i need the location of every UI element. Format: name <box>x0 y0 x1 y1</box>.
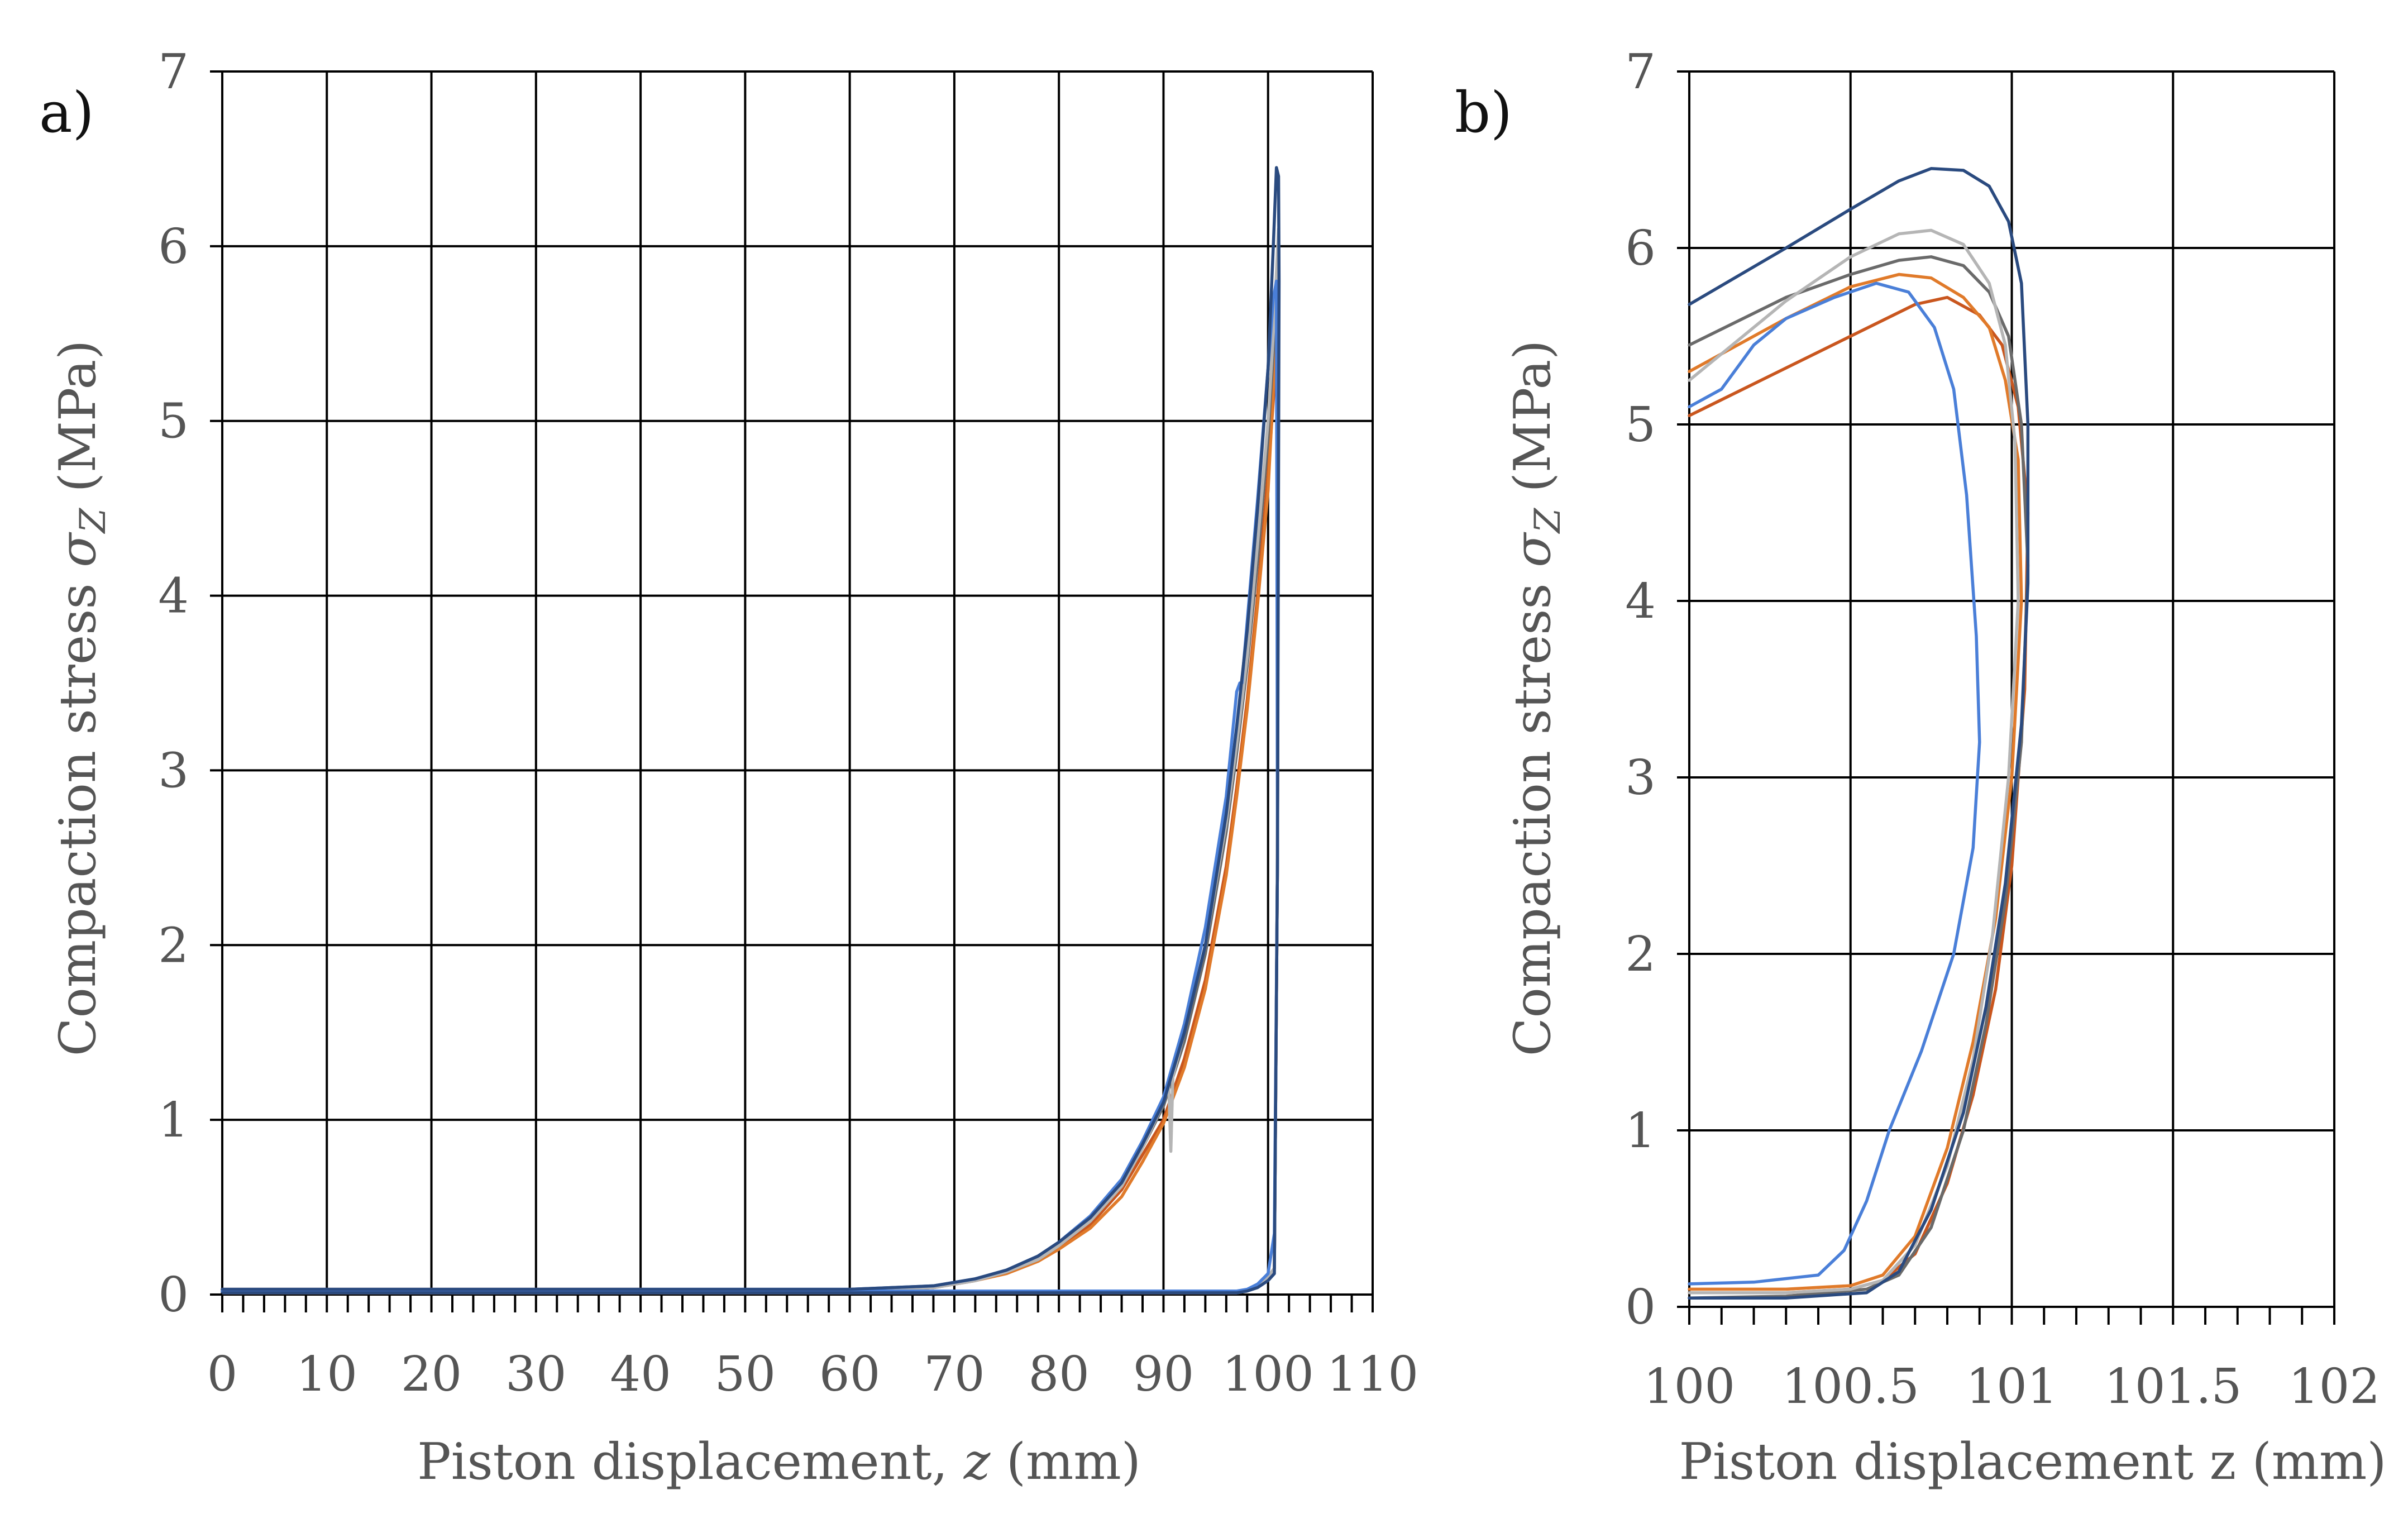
chart-b-y-tick-label-5: 5 <box>1625 397 1656 453</box>
chart-b-x-tick-label-0: 100 <box>1643 1359 1735 1415</box>
chart-b-y-tick-label-2: 2 <box>1625 927 1656 982</box>
chart-a-x-tick-label-0: 0 <box>207 1346 238 1402</box>
chart-b-x-tick-label-4: 102 <box>2288 1359 2380 1415</box>
chart-b-x-tick-label-2: 101 <box>1966 1359 2057 1415</box>
chart-b-series-test-2 <box>1688 273 2023 1291</box>
chart-b-x-tick-label-1: 100.5 <box>1782 1359 1919 1415</box>
chart-a-y-tick-label-6: 6 <box>158 219 189 275</box>
chart-a-x-axis-title: Piston displacement, z (mm) <box>417 1432 1141 1491</box>
chart-a-y-tick-label-3: 3 <box>158 743 189 799</box>
panel-label-a: a) <box>39 80 94 145</box>
chart-b-y-tick-label-6: 6 <box>1625 221 1656 276</box>
chart-b-series-test-6 <box>1688 167 2030 1300</box>
chart-b-series-test-5 <box>1688 281 1981 1286</box>
chart-b-ticks: 0 1 2 3 4 5 6 7 100 100.5 101 101.5 102 <box>1625 44 2380 1415</box>
chart-a-x-tick-label-1: 10 <box>297 1346 357 1402</box>
chart-a-x-tick-label-3: 30 <box>505 1346 566 1402</box>
chart-b-x-tick-label-3: 101.5 <box>2104 1359 2242 1415</box>
chart-a-y-tick-label-1: 1 <box>158 1092 189 1148</box>
chart-a-x-tick-label-6: 60 <box>819 1346 880 1402</box>
chart-a-grid <box>221 70 1374 1296</box>
chart-a-x-tick-label-8: 80 <box>1028 1346 1089 1402</box>
chart-b-series <box>1688 167 2030 1300</box>
chart-a-y-tick-label-2: 2 <box>158 918 189 973</box>
chart-a-x-tick-label-11: 110 <box>1327 1346 1418 1402</box>
chart-b-y-tick-label-3: 3 <box>1625 750 1656 806</box>
chart-a-y-tick-label-0: 0 <box>158 1267 189 1323</box>
chart-a-y-tick-label-5: 5 <box>158 394 189 450</box>
chart-b-y-tick-label-4: 4 <box>1625 574 1656 629</box>
chart-a-x-tick-label-4: 40 <box>610 1346 671 1402</box>
chart-b: b) 0 1 2 3 4 5 6 7 100 100.5 101 101.5 102 Piston di… <box>1455 44 2387 1491</box>
chart-a-series-test-6 <box>221 166 1281 1295</box>
chart-a-series <box>221 166 1281 1295</box>
chart-b-y-tick-label-1: 1 <box>1625 1103 1656 1159</box>
chart-a-y-axis-title: Compaction stress σZ (MPa) <box>49 340 114 1056</box>
chart-a-x-tick-label-5: 50 <box>715 1346 776 1402</box>
chart-a-x-tick-label-10: 100 <box>1222 1346 1314 1402</box>
chart-a-x-tick-label-7: 70 <box>924 1346 985 1402</box>
chart-a-y-tick-label-4: 4 <box>158 569 189 624</box>
panel-label-b: b) <box>1455 80 1512 145</box>
chart-b-y-tick-label-7: 7 <box>1625 44 1656 100</box>
chart-a-y-tick-label-7: 7 <box>158 44 189 100</box>
chart-b-y-tick-label-0: 0 <box>1625 1279 1656 1335</box>
chart-a-x-tick-label-2: 20 <box>401 1346 462 1402</box>
chart-b-x-axis-title: Piston displacement z (mm) <box>1679 1432 2386 1491</box>
chart-a-x-tick-label-9: 90 <box>1133 1346 1194 1402</box>
chart-b-y-axis-title: Compaction stress σZ (MPa) <box>1503 340 1569 1056</box>
